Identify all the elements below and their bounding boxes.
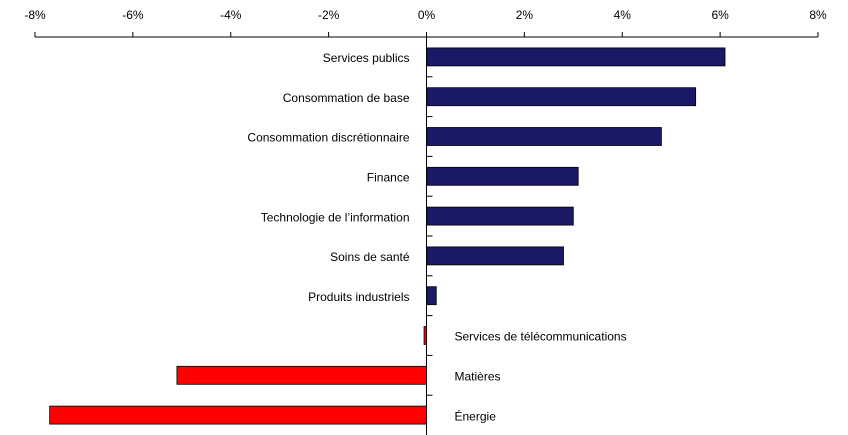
category-label: Technologie de l’information	[261, 210, 410, 224]
bar	[426, 166, 579, 186]
category-label: Énergie	[455, 408, 497, 423]
bar	[426, 246, 564, 266]
bar	[426, 286, 437, 306]
category-label: Services de télécommunications	[455, 330, 627, 344]
category-label: Produits industriels	[308, 290, 409, 304]
bar	[426, 87, 697, 107]
x-tick-label: 0%	[418, 8, 436, 22]
category-label: Consommation discrétionnaire	[247, 131, 409, 145]
x-tick-label: -8%	[24, 8, 46, 22]
category-label: Finance	[367, 170, 410, 184]
category-label: Matières	[455, 369, 501, 383]
bar	[49, 405, 427, 425]
x-tick-label: 8%	[809, 8, 827, 22]
bar	[426, 206, 574, 226]
bar	[423, 326, 427, 345]
x-tick-label: -6%	[122, 8, 144, 22]
category-label: Services publics	[323, 51, 410, 65]
x-tick-label: -2%	[318, 8, 340, 22]
x-tick-label: -4%	[220, 8, 242, 22]
category-label: Soins de santé	[330, 250, 410, 264]
bar	[176, 365, 427, 385]
x-tick-label: 2%	[516, 8, 534, 22]
x-tick-label: 6%	[711, 8, 729, 22]
bar	[426, 127, 662, 146]
bar	[426, 47, 726, 67]
x-tick-label: 4%	[614, 8, 632, 22]
category-label: Consommation de base	[283, 91, 410, 105]
